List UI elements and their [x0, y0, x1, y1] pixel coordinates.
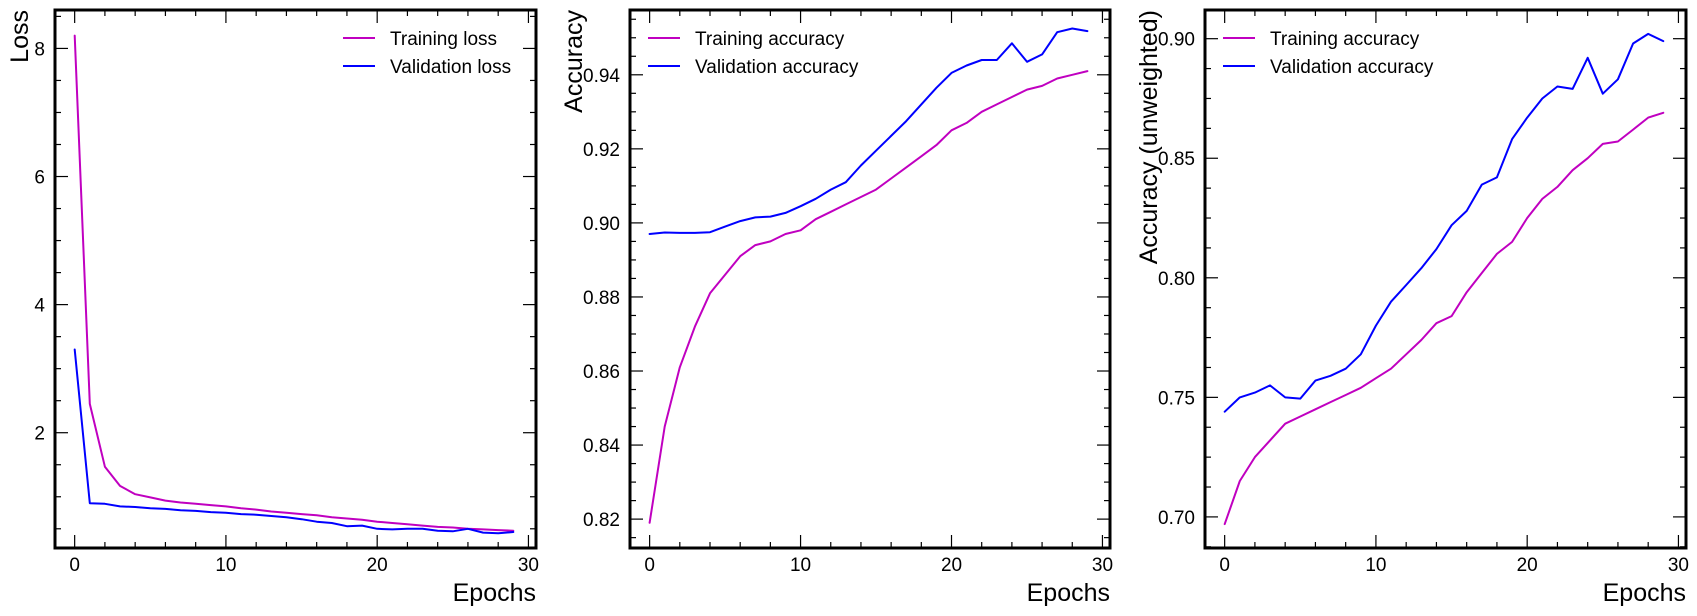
x-tick-label: 0 [1219, 555, 1230, 576]
y-tick-label: 0.90 [583, 214, 620, 235]
ticks-group [630, 10, 1110, 548]
ticks-group [55, 10, 536, 548]
y-tick-label: 0.86 [583, 362, 620, 383]
series-line-validation-accuracy [1223, 32, 1665, 413]
y-tick-label: 0.88 [583, 288, 620, 309]
x-tick-label: 30 [518, 555, 539, 576]
y-tick-label: 0.75 [1158, 388, 1195, 409]
y-axis-label: Loss [6, 10, 34, 63]
plot-frame [628, 8, 1112, 550]
series-line-validation-loss [73, 348, 515, 535]
x-tick-label: 20 [941, 555, 962, 576]
y-tick-label: 0.85 [1158, 149, 1195, 170]
legend: Training accuracy Validation accuracy [648, 29, 859, 78]
y-tick-label: 0.82 [583, 510, 620, 531]
x-axis-label: Epochs [453, 579, 536, 607]
ticks-group [1205, 10, 1686, 548]
series-line-validation-accuracy [648, 27, 1089, 235]
x-tick-label: 0 [644, 555, 655, 576]
y-tick-label: 6 [34, 168, 45, 189]
x-axis-label: Epochs [1027, 579, 1110, 607]
y-axis-label: Accuracy [560, 10, 588, 113]
plot-frame [1203, 8, 1688, 550]
series-line-training-loss [73, 34, 515, 532]
x-tick-label: 10 [1365, 555, 1386, 576]
y-tick-label: 0.90 [1158, 30, 1195, 51]
y-axis-label: Accuracy (unweighted) [1135, 10, 1163, 264]
y-tick-label: 0.80 [1158, 269, 1195, 290]
legend-label: Training accuracy [695, 29, 845, 50]
x-axis-label: Epochs [1603, 579, 1686, 607]
y-tick-label: 8 [34, 39, 45, 60]
x-tick-label: 10 [790, 555, 811, 576]
chart-panel-3: 0 10 20 30 0.70 0.75 0.80 0.85 0.90 Epochs Accurac… [1135, 8, 1689, 607]
legend: Training loss Validation loss [343, 29, 511, 78]
y-tick-label: 0.84 [583, 436, 620, 457]
x-tick-label: 30 [1668, 555, 1689, 576]
chart-panel-2: 0 10 20 30 0.82 0.84 0.86 0.88 0.90 0.92 0.94 Epoch… [560, 8, 1113, 607]
x-tick-label: 20 [1517, 555, 1538, 576]
series-line-training-accuracy [1223, 111, 1665, 526]
legend-label: Training accuracy [1270, 29, 1420, 50]
x-tick-label: 0 [69, 555, 80, 576]
series-line-training-accuracy [648, 70, 1089, 524]
chart-panel-1: 0 10 20 30 2 4 6 8 Epochs Loss Training loss Valida… [6, 8, 539, 607]
y-tick-label: 0.92 [583, 140, 620, 161]
y-tick-label: 4 [34, 296, 45, 317]
legend-label: Validation accuracy [695, 57, 859, 78]
x-tick-label: 20 [367, 555, 388, 576]
legend: Training accuracy Validation accuracy [1223, 29, 1434, 78]
x-tick-label: 30 [1092, 555, 1113, 576]
x-tick-label: 10 [215, 555, 236, 576]
legend-label: Validation accuracy [1270, 57, 1434, 78]
y-tick-label: 0.70 [1158, 508, 1195, 529]
y-tick-label: 0.94 [583, 66, 620, 87]
y-tick-label: 2 [34, 424, 45, 445]
legend-label: Validation loss [390, 57, 511, 78]
plot-frame [53, 8, 538, 550]
legend-label: Training loss [390, 29, 497, 50]
